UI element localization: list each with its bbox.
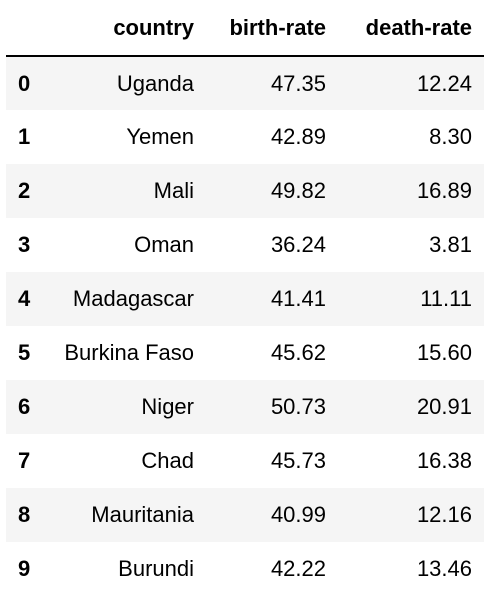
row-index: 9 bbox=[18, 556, 31, 581]
table-row: 4 Madagascar 41.41 11.11 bbox=[6, 272, 484, 326]
cell-country: Burundi bbox=[118, 556, 194, 581]
index-column-header bbox=[6, 0, 44, 57]
row-index: 3 bbox=[18, 232, 31, 257]
cell-birth-rate: 42.89 bbox=[270, 124, 326, 149]
column-header-death-rate: death-rate bbox=[338, 0, 484, 57]
cell-birth-rate: 36.24 bbox=[270, 232, 326, 257]
cell-death-rate: 16.89 bbox=[416, 178, 472, 203]
cell-death-rate: 3.81 bbox=[429, 232, 472, 257]
table-row: 6 Niger 50.73 20.91 bbox=[6, 380, 484, 434]
table-row: 2 Mali 49.82 16.89 bbox=[6, 164, 484, 218]
table-row: 7 Chad 45.73 16.38 bbox=[6, 434, 484, 488]
cell-country: Uganda bbox=[116, 70, 194, 96]
header-row: country birth-rate death-rate bbox=[6, 0, 484, 57]
table-row: 0 Uganda 47.35 12.24 bbox=[6, 56, 484, 110]
row-index: 0 bbox=[18, 70, 31, 96]
cell-death-rate: 12.16 bbox=[416, 502, 472, 527]
cell-country: Chad bbox=[141, 448, 194, 473]
table-header: country birth-rate death-rate bbox=[6, 0, 484, 57]
row-index: 5 bbox=[18, 340, 31, 365]
cell-country: Yemen bbox=[126, 124, 194, 149]
row-index: 8 bbox=[18, 502, 31, 527]
cell-birth-rate: 41.41 bbox=[270, 286, 326, 311]
cell-death-rate: 11.11 bbox=[420, 286, 472, 311]
table-row: 8 Mauritania 40.99 12.16 bbox=[6, 488, 484, 542]
cell-death-rate: 13.46 bbox=[416, 556, 472, 581]
cell-birth-rate: 47.35 bbox=[270, 70, 326, 96]
cell-country: Niger bbox=[141, 394, 194, 419]
cell-birth-rate: 50.73 bbox=[270, 394, 326, 419]
cell-death-rate: 12.24 bbox=[416, 70, 472, 96]
row-index: 6 bbox=[18, 394, 31, 419]
cell-birth-rate: 40.99 bbox=[270, 502, 326, 527]
row-index: 7 bbox=[18, 448, 31, 473]
cell-country: Mali bbox=[153, 178, 194, 203]
cell-death-rate: 16.38 bbox=[416, 448, 472, 473]
cell-death-rate: 15.60 bbox=[416, 340, 472, 365]
cell-country: Mauritania bbox=[91, 502, 194, 527]
cell-death-rate: 20.91 bbox=[416, 394, 472, 419]
cell-birth-rate: 45.62 bbox=[270, 340, 326, 365]
table-row: 9 Burundi 42.22 13.46 bbox=[6, 542, 484, 596]
row-index: 1 bbox=[18, 124, 31, 149]
cell-birth-rate: 49.82 bbox=[270, 178, 326, 203]
dataframe-table: country birth-rate death-rate 0 Uganda 4… bbox=[6, 0, 484, 596]
cell-birth-rate: 42.22 bbox=[270, 556, 326, 581]
column-header-country: country bbox=[44, 0, 206, 57]
table-row: 5 Burkina Faso 45.62 15.60 bbox=[6, 326, 484, 380]
table-body: 0 Uganda 47.35 12.24 1 Yemen 42.89 8.30 … bbox=[6, 56, 484, 596]
cell-country: Oman bbox=[134, 232, 194, 257]
column-header-birth-rate: birth-rate bbox=[206, 0, 338, 57]
table-row: 1 Yemen 42.89 8.30 bbox=[6, 110, 484, 164]
cell-country: Madagascar bbox=[72, 286, 194, 311]
row-index: 4 bbox=[18, 286, 31, 311]
cell-death-rate: 8.30 bbox=[429, 124, 472, 149]
cell-birth-rate: 45.73 bbox=[270, 448, 326, 473]
row-index: 2 bbox=[18, 178, 31, 203]
cell-country: Burkina Faso bbox=[64, 340, 194, 365]
table-row: 3 Oman 36.24 3.81 bbox=[6, 218, 484, 272]
